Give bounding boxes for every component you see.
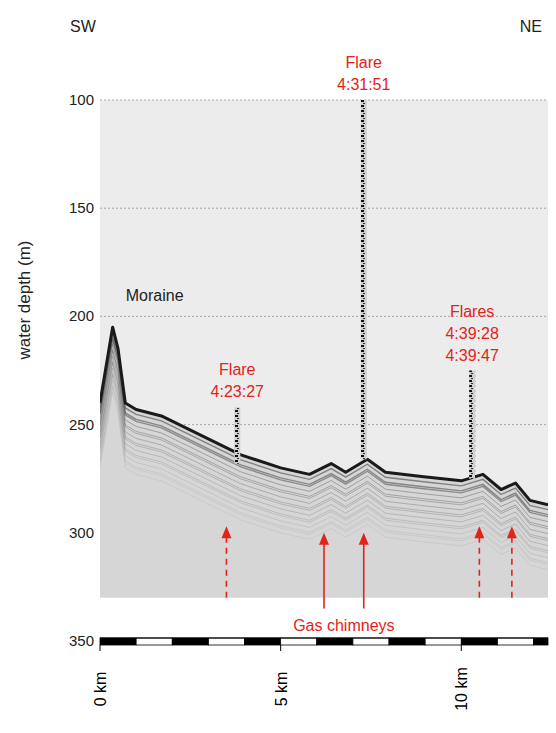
- arrow-head: [319, 533, 329, 545]
- arrow-head: [359, 533, 369, 545]
- flare-label: 4:39:47: [445, 347, 498, 364]
- y-tick-label: 150: [69, 199, 94, 216]
- sediment-layer: [100, 375, 548, 552]
- y-tick-label: 300: [69, 524, 94, 541]
- scale-bar-segment: [136, 638, 172, 645]
- scale-bar-segment: [100, 638, 136, 645]
- sediment-layer: [100, 337, 548, 514]
- arrow-shaft: [363, 543, 365, 609]
- sediment-layer: [100, 368, 548, 545]
- echogram-area: [100, 100, 548, 598]
- arrow-head: [221, 526, 231, 538]
- flare-label: Flare: [346, 54, 383, 71]
- arrow-shaft: [479, 536, 481, 597]
- x-tick: [100, 645, 101, 651]
- seafloor: [100, 327, 548, 504]
- arrow-shaft: [323, 543, 325, 609]
- flare-label: 4:39:28: [445, 325, 498, 342]
- arrow-head: [474, 526, 484, 538]
- sediment-layer: [100, 380, 548, 557]
- flare-label: Flares: [450, 303, 494, 320]
- x-tick-label: 5 km: [273, 672, 290, 707]
- scale-bar-segment: [172, 638, 208, 645]
- x-tick: [280, 645, 281, 651]
- sediment-layer: [100, 339, 548, 516]
- chimney-arrow: [507, 526, 517, 597]
- scale-bar-segment: [534, 638, 548, 645]
- sediment-layer: [100, 332, 548, 509]
- flare-label: Flare: [219, 361, 256, 378]
- scale-bar-segment: [461, 638, 497, 645]
- scale-bar-segment: [317, 638, 353, 645]
- chimney-arrow: [221, 526, 231, 597]
- scale-bar-segment: [353, 638, 389, 645]
- sediment-layer: [100, 351, 548, 528]
- chart: 100 150 200 250 300 350 water depth (m) 0 km 5 k…: [0, 0, 556, 733]
- y-tick-label: 200: [69, 307, 94, 324]
- y-tick-label: 100: [69, 91, 94, 108]
- scale-bar-segment: [281, 638, 317, 645]
- marks: [221, 100, 516, 609]
- scale-bar-segment: [208, 638, 244, 645]
- y-tick-label: 250: [69, 416, 94, 433]
- flare: [234, 407, 240, 463]
- grid-line: [100, 100, 548, 101]
- x-tick: [461, 645, 462, 651]
- sediment-layer: [100, 373, 548, 550]
- sediment-layer: [100, 356, 548, 533]
- x-axis-line: [100, 638, 548, 639]
- flare: [469, 371, 475, 479]
- sediment-layer: [100, 363, 548, 540]
- landmark-label: Moraine: [126, 287, 184, 304]
- scale-bar-segment: [425, 638, 461, 645]
- flare-label: 4:23:27: [211, 383, 264, 400]
- chimney-arrow: [359, 533, 369, 609]
- y-tick-label: 350: [69, 632, 94, 649]
- scale-bar-segment: [389, 638, 425, 645]
- arrow-head: [507, 526, 517, 538]
- sediment-layer: [100, 361, 548, 538]
- sediment-layer: [100, 344, 548, 521]
- chimney-arrow: [319, 533, 329, 609]
- chimney-arrow: [474, 526, 484, 597]
- flare-label: 4:31:51: [337, 76, 390, 93]
- direction-label: NE: [520, 18, 542, 35]
- arrow-shaft: [226, 536, 228, 597]
- direction-label: SW: [70, 18, 97, 35]
- x-tick-label: 0 km: [92, 672, 109, 707]
- y-axis-title: water depth (m): [15, 240, 34, 360]
- grid-line: [100, 208, 548, 209]
- x-tick-label: 10 km: [453, 667, 470, 711]
- scale-bar-segment: [245, 638, 281, 645]
- scale-bar-segment: [497, 638, 533, 645]
- sediment-layer: [100, 349, 548, 526]
- flare: [361, 100, 367, 459]
- arrow-shaft: [511, 536, 513, 597]
- chimney-label: Gas chimneys: [293, 617, 394, 634]
